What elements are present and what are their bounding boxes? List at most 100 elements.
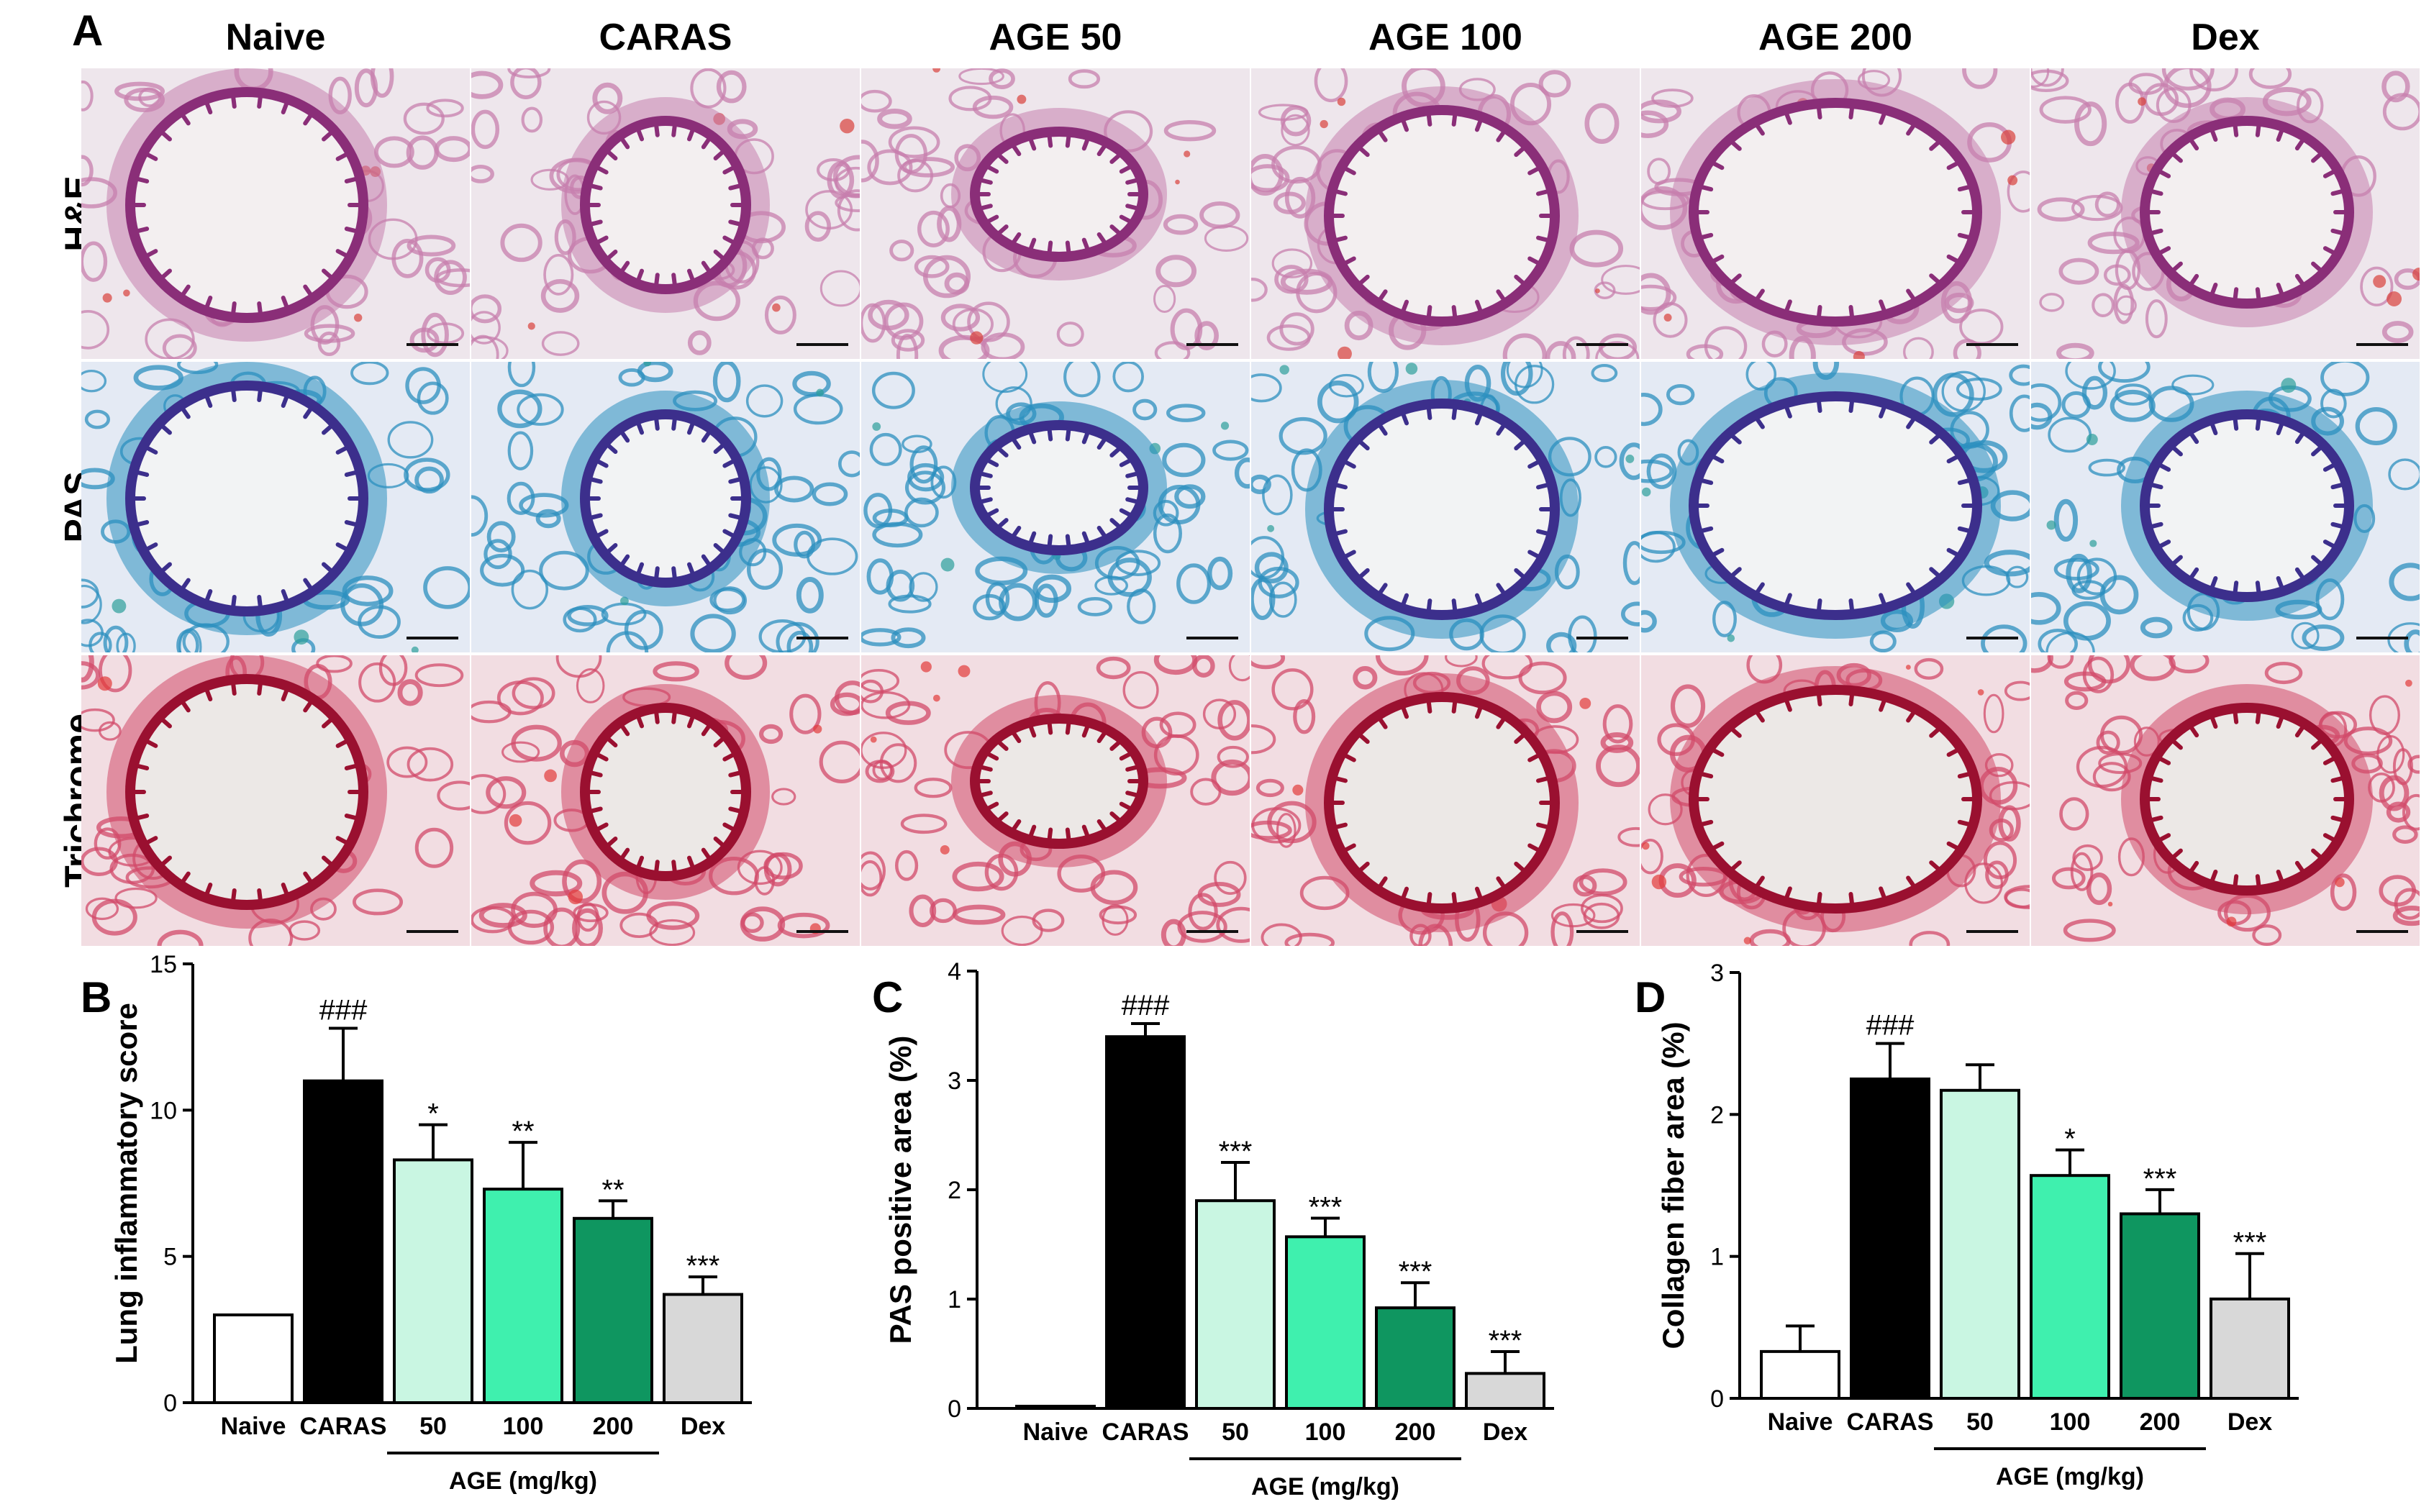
micrograph-he-1	[471, 68, 860, 359]
chart-b-bar-5	[663, 1293, 743, 1404]
chart-c-significance-5: ***	[1489, 1325, 1522, 1357]
chart-c-bar-2	[1195, 1199, 1276, 1410]
chart-b-category-label-3: 100	[503, 1413, 544, 1440]
chart-d-category-label-2: 50	[1966, 1408, 1994, 1436]
chart-b-y-tick-label-2: 10	[150, 1097, 177, 1124]
chart-c-significance-3: ***	[1309, 1192, 1343, 1224]
chart-b-group-label: AGE (mg/kg)	[449, 1467, 597, 1495]
micrograph-trichrome-0	[81, 655, 470, 946]
chart-d-bar-1	[1850, 1078, 1930, 1400]
chart-d-category-label-5: Dex	[2228, 1408, 2272, 1436]
panel-label-c: C	[872, 973, 904, 1021]
micrograph-trichrome-1	[471, 655, 860, 946]
chart-c-bar-5	[1465, 1372, 1545, 1410]
chart-b-significance-5: ***	[686, 1250, 720, 1282]
micrograph-pas-4	[1641, 362, 2030, 652]
chart-b-category-label-1: CARAS	[300, 1413, 387, 1440]
chart-c-significance-4: ***	[1399, 1256, 1432, 1288]
chart-b-bar-1	[303, 1079, 383, 1405]
column-title-age50: AGE 50	[989, 17, 1122, 58]
chart-c-category-label-4: 200	[1395, 1418, 1436, 1446]
chart-b-y-tick-label-0: 0	[163, 1390, 177, 1417]
chart-b-y-axis-label: Lung inflammatory score	[109, 1003, 143, 1364]
micrograph-trichrome-3	[1251, 655, 1640, 946]
chart-lung-inflammatory-score: Lung inflammatory score 0 5 10 15 Naive ### CAR…	[109, 951, 752, 1495]
chart-b-y-tick-label-3: 15	[150, 951, 177, 978]
chart-b-significance-1: ###	[319, 994, 368, 1026]
panel-label-d: D	[1635, 973, 1666, 1021]
chart-d-y-tick-label-1: 1	[1710, 1244, 1724, 1271]
chart-d-significance-3: *	[2064, 1124, 2076, 1155]
panel-label-b: B	[81, 973, 112, 1021]
micrograph-he-2	[861, 68, 1250, 359]
micrograph-pas-0	[81, 362, 470, 652]
chart-c-bar-4	[1375, 1306, 1456, 1410]
chart-b-significance-3: **	[512, 1116, 534, 1147]
chart-d-group-label: AGE (mg/kg)	[1996, 1463, 2144, 1490]
chart-c-category-label-0: Naive	[1023, 1418, 1089, 1446]
chart-b-bar-2	[393, 1158, 473, 1404]
chart-b-y-tick-label-1: 5	[163, 1244, 177, 1271]
column-title-dex: Dex	[2191, 17, 2260, 58]
chart-d-bar-0	[1760, 1349, 1840, 1401]
chart-b-category-label-0: Naive	[221, 1413, 286, 1440]
panel-label-a: A	[72, 6, 104, 55]
micrograph-trichrome-4	[1641, 655, 2030, 946]
micrograph-pas-5	[2031, 362, 2420, 652]
chart-c-significance-1: ###	[1122, 990, 1170, 1021]
chart-c-category-label-5: Dex	[1483, 1418, 1527, 1446]
chart-d-category-label-4: 200	[2140, 1408, 2181, 1436]
chart-b-bar-4	[573, 1216, 653, 1404]
micrograph-pas-1	[471, 362, 860, 652]
chart-d-category-label-0: Naive	[1768, 1408, 1833, 1436]
column-title-age100: AGE 100	[1368, 17, 1522, 58]
chart-d-significance-4: ***	[2143, 1163, 2177, 1195]
column-title-caras: CARAS	[599, 17, 732, 58]
chart-c-category-label-3: 100	[1305, 1418, 1346, 1446]
chart-c-y-axis-label: PAS positive area (%)	[884, 1036, 917, 1344]
chart-d-category-label-1: CARAS	[1847, 1408, 1934, 1436]
column-title-age200: AGE 200	[1758, 17, 1912, 58]
chart-c-y-tick-label-0: 0	[948, 1395, 961, 1423]
chart-pas-positive-area: PAS positive area (%) 0 1 2 3 4 Naive ### CARAS *…	[884, 958, 1554, 1500]
micrograph-he-3	[1251, 68, 1640, 359]
chart-c-category-label-2: 50	[1222, 1418, 1249, 1446]
chart-d-y-tick-label-0: 0	[1710, 1385, 1724, 1413]
chart-d-bar-2	[1940, 1088, 2020, 1401]
micrograph-pas-2	[861, 362, 1250, 652]
chart-c-significance-2: ***	[1219, 1136, 1253, 1167]
chart-b-bar-3	[483, 1188, 563, 1404]
chart-c-group-label: AGE (mg/kg)	[1251, 1473, 1399, 1500]
micrograph-trichrome-2	[861, 655, 1250, 946]
chart-c-y-tick-label-2: 2	[948, 1177, 961, 1204]
chart-b-category-label-2: 50	[419, 1413, 447, 1440]
micrograph-pas-3	[1251, 362, 1640, 652]
chart-d-bar-4	[2120, 1212, 2200, 1400]
chart-d-bar-3	[2030, 1174, 2110, 1400]
chart-b-bar-0	[213, 1313, 294, 1404]
chart-d-y-tick-label-2: 2	[1710, 1101, 1724, 1129]
chart-c-category-label-1: CARAS	[1102, 1418, 1189, 1446]
chart-c-y-tick-label-1: 1	[948, 1286, 961, 1313]
chart-d-y-tick-label-3: 3	[1710, 960, 1724, 987]
micrograph-he-0	[81, 68, 470, 359]
chart-d-category-label-3: 100	[2050, 1408, 2091, 1436]
chart-d-bar-5	[2210, 1297, 2290, 1400]
chart-collagen-fiber-area: Collagen fiber area (%) 0 1 2 3 Naive ### CARAS…	[1656, 960, 2299, 1490]
chart-b-significance-2: *	[427, 1098, 439, 1130]
column-title-naive: Naive	[225, 17, 326, 58]
chart-b-category-label-4: 200	[593, 1413, 634, 1440]
micrograph-trichrome-5	[2031, 655, 2420, 946]
chart-c-bar-3	[1285, 1235, 1366, 1410]
micrograph-he-4	[1641, 68, 2030, 359]
micrograph-he-5	[2031, 68, 2420, 359]
chart-b-significance-4: **	[601, 1174, 624, 1206]
chart-d-significance-5: ***	[2233, 1227, 2267, 1259]
chart-c-y-tick-label-4: 4	[948, 958, 961, 985]
chart-c-y-tick-label-3: 3	[948, 1067, 961, 1095]
chart-b-category-label-5: Dex	[681, 1413, 725, 1440]
chart-d-significance-1: ###	[1866, 1010, 1915, 1042]
chart-d-y-axis-label: Collagen fiber area (%)	[1656, 1021, 1690, 1349]
chart-c-bar-0	[1015, 1404, 1096, 1411]
chart-c-bar-1	[1105, 1035, 1186, 1410]
